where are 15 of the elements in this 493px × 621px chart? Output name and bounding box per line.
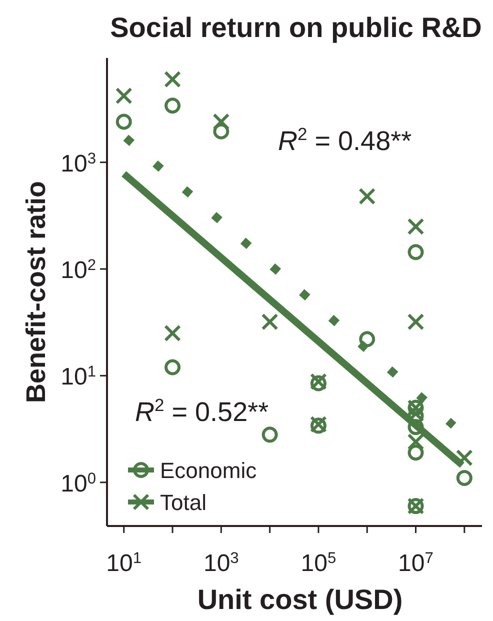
legend-label: Total: [160, 490, 206, 515]
annotation: R$^{2}$ = 0.52**: [135, 395, 270, 427]
x-tick-label: 10$^{5}$: [300, 550, 336, 577]
x-tick-label: 10$^{3}$: [203, 550, 239, 577]
legend-label: Economic: [160, 458, 257, 483]
x-axis-title: Unit cost (USD): [197, 584, 403, 615]
y-axis-title: Benefit-cost ratio: [21, 180, 51, 404]
chart-title: Social return on public R&D: [110, 12, 482, 43]
y-tick-label: 10$^{2}$: [60, 256, 96, 284]
x-tick-label: 10$^{7}$: [398, 550, 434, 577]
y-tick-label: 10$^{1}$: [60, 363, 96, 391]
y-tick-label: 10$^{3}$: [60, 150, 96, 178]
annotation: R$^{2}$ = 0.48**: [278, 124, 412, 156]
y-tick-label: 10$^{0}$: [60, 470, 96, 498]
x-tick-label: 10$^{1}$: [106, 550, 142, 577]
